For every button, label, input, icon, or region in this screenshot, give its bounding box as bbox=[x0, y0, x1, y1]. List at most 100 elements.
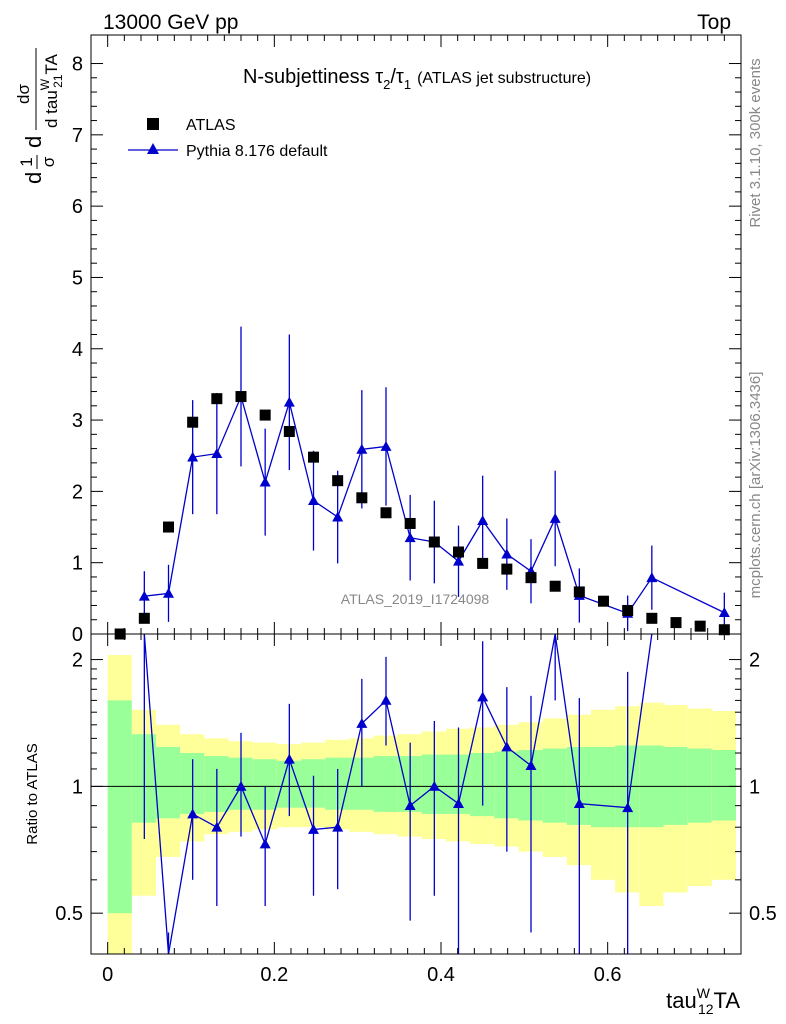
main-y-tick-label: 2 bbox=[72, 481, 83, 503]
mc-point bbox=[404, 532, 416, 543]
legend-data-label: ATLAS bbox=[186, 117, 236, 134]
ratio-panel-frame bbox=[90, 633, 742, 955]
mc-point bbox=[380, 440, 392, 451]
collision-energy-label: 13000 GeV pp bbox=[103, 11, 238, 34]
ylabel-sigma: σ bbox=[39, 156, 58, 167]
ratio-point bbox=[453, 798, 464, 809]
mc-point bbox=[332, 511, 344, 522]
ratio-y-tick-label-left: 0.5 bbox=[55, 903, 83, 925]
process-label: Top bbox=[697, 11, 731, 34]
mc-point bbox=[163, 587, 174, 598]
mc-point bbox=[259, 476, 271, 487]
ylabel-d1: d bbox=[21, 172, 46, 184]
data-point bbox=[380, 507, 392, 519]
ratio-y-tick-label-right: 0.5 bbox=[749, 903, 777, 925]
ratio-inner-band bbox=[542, 748, 567, 823]
data-point bbox=[332, 475, 344, 487]
ratio-inner-band bbox=[711, 749, 736, 821]
ratio-axis-ticks: 0.5 0.5 1 1 2 2 0 0.2 0.4 0.6 bbox=[55, 634, 777, 986]
title-main: N-subjettiness bbox=[243, 66, 370, 88]
data-point bbox=[356, 492, 368, 504]
data-point bbox=[573, 586, 585, 598]
data-point bbox=[501, 563, 513, 575]
title-paren: (ATLAS jet substructure) bbox=[417, 70, 591, 87]
main-y-tick-label: 5 bbox=[72, 267, 83, 289]
ratio-point bbox=[187, 808, 199, 819]
title-tau1-sub: 1 bbox=[404, 77, 411, 92]
ylabel-den-b: TA bbox=[42, 53, 61, 74]
data-point bbox=[549, 580, 561, 592]
legend-data-marker bbox=[147, 118, 159, 130]
ratio-point bbox=[235, 780, 247, 791]
data-point bbox=[308, 451, 319, 463]
ratio-inner-band bbox=[156, 747, 181, 819]
ratio-inner-band bbox=[373, 756, 398, 812]
legend-mc-label: Pythia 8.176 default bbox=[186, 143, 328, 160]
ratio-inner-band bbox=[591, 747, 616, 828]
ylabel-dsigma: dσ bbox=[14, 84, 33, 104]
data-point bbox=[235, 391, 247, 403]
mc-point bbox=[718, 607, 730, 618]
data-point bbox=[428, 536, 440, 548]
xlabel-b: TA bbox=[714, 988, 741, 1013]
mc-point bbox=[283, 396, 295, 407]
main-y-tick-label: 4 bbox=[72, 339, 83, 361]
ratio-point bbox=[622, 802, 634, 813]
data-point bbox=[259, 409, 271, 421]
mc-point bbox=[646, 572, 658, 583]
data-point bbox=[477, 557, 489, 569]
ratio-point bbox=[283, 753, 295, 764]
mc-point bbox=[308, 495, 319, 506]
mc-point bbox=[211, 448, 223, 458]
data-point bbox=[453, 546, 464, 558]
ratio-point bbox=[356, 718, 368, 728]
ylabel-den-a: d tau bbox=[42, 90, 61, 128]
data-point bbox=[283, 425, 295, 437]
data-point bbox=[138, 612, 150, 624]
ratio-point bbox=[477, 691, 489, 702]
ratio-inner-band bbox=[687, 748, 712, 823]
x-tick-label: 0.2 bbox=[260, 964, 288, 986]
main-y-tick-label: 6 bbox=[72, 196, 83, 218]
data-point bbox=[187, 416, 199, 428]
mc-point bbox=[477, 515, 489, 526]
data-point bbox=[404, 517, 416, 529]
ylabel-den-sup: W bbox=[38, 78, 52, 90]
ratio-point bbox=[380, 694, 392, 705]
main-y-tick-label: 1 bbox=[72, 553, 83, 575]
analysis-watermark: ATLAS_2019_I1724098 bbox=[341, 591, 490, 607]
data-point bbox=[622, 604, 634, 616]
main-y-tick-label: 7 bbox=[72, 125, 83, 147]
ratio-point bbox=[332, 821, 344, 832]
x-tick-label: 0.6 bbox=[594, 964, 622, 986]
rivet-version-label: Rivet 3.1.10, 300k events bbox=[747, 58, 764, 227]
chart-title: N-subjettiness τ2/τ1 (ATLAS jet substruct… bbox=[243, 66, 591, 92]
title-slash: / bbox=[390, 66, 396, 88]
ratio-point bbox=[573, 798, 585, 809]
main-data-marks bbox=[114, 326, 730, 640]
ratio-point bbox=[308, 823, 319, 834]
title-tau1: τ bbox=[396, 66, 404, 88]
ratio-point bbox=[525, 760, 537, 771]
mc-point bbox=[501, 548, 513, 559]
main-y-tick-label: 8 bbox=[72, 54, 83, 76]
ratio-point bbox=[259, 838, 271, 849]
mc-point bbox=[138, 590, 150, 601]
ylabel-den-sub: 21 bbox=[51, 74, 65, 88]
mc-point bbox=[453, 555, 464, 566]
xlabel-sup: W bbox=[697, 985, 711, 1001]
mc-point bbox=[356, 443, 368, 454]
legend-mc-marker bbox=[147, 143, 159, 154]
ylabel-d2: d bbox=[21, 136, 46, 148]
main-y-tick-label: 3 bbox=[72, 410, 83, 432]
ratio-point bbox=[428, 780, 440, 791]
ratio-y-tick-label-right: 2 bbox=[749, 650, 760, 672]
x-tick-label: 0.4 bbox=[427, 964, 455, 986]
ylabel-one: 1 bbox=[17, 157, 36, 166]
mc-point bbox=[549, 512, 561, 523]
data-point bbox=[694, 620, 706, 632]
ratio-y-tick-label-left: 2 bbox=[72, 650, 83, 672]
